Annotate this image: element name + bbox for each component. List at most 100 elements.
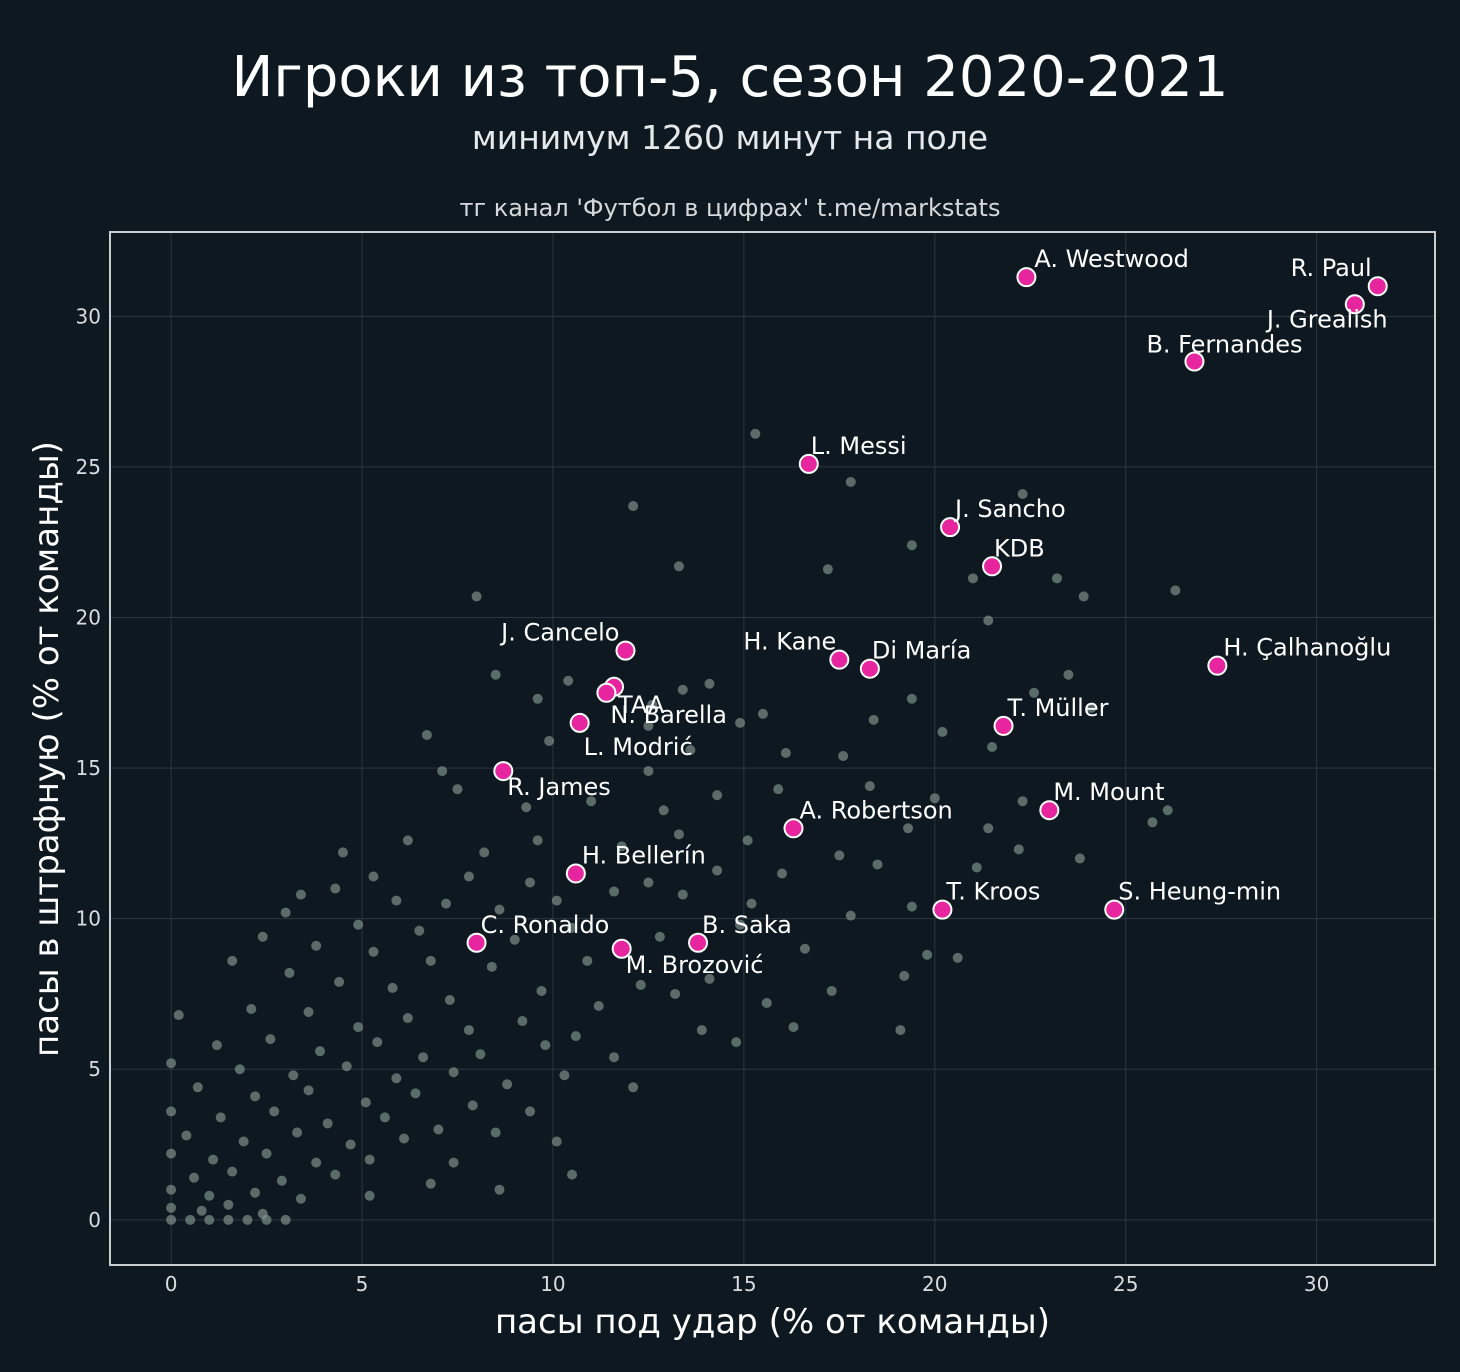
background-point: [166, 1184, 177, 1195]
background-point: [196, 1205, 207, 1216]
background-point: [166, 1148, 177, 1159]
background-point: [685, 745, 696, 756]
background-point: [868, 714, 879, 725]
background-point: [525, 1106, 536, 1117]
background-point: [654, 931, 665, 942]
background-point: [628, 501, 639, 512]
background-point: [540, 1040, 551, 1051]
background-point: [872, 859, 883, 870]
background-point: [673, 561, 684, 572]
chart-subtitle: минимум 1260 минут на поле: [471, 118, 989, 157]
background-point: [337, 847, 348, 858]
background-point: [185, 1214, 196, 1225]
background-point: [906, 901, 917, 912]
highlighted-point: [798, 453, 819, 474]
background-point: [647, 699, 658, 710]
chart-title: Игроки из топ-5, сезон 2020-2021: [231, 45, 1229, 110]
player-label: J. Grealish: [1265, 305, 1388, 333]
background-point: [425, 955, 436, 966]
background-point: [360, 1097, 371, 1108]
highlighted-points: [466, 267, 1388, 959]
background-point: [1029, 687, 1040, 698]
player-label: H. Bellerín: [582, 841, 706, 869]
background-point: [586, 796, 597, 807]
x-tick-label: 20: [922, 1272, 947, 1296]
background-point: [441, 898, 452, 909]
highlighted-point: [1104, 899, 1125, 920]
background-point: [735, 717, 746, 728]
background-point: [280, 907, 291, 918]
highlighted-point: [1039, 800, 1060, 821]
background-point: [567, 922, 578, 933]
background-point: [387, 982, 398, 993]
player-label: T. Müller: [1007, 694, 1109, 722]
x-tick-label: 10: [540, 1272, 565, 1296]
background-point: [353, 1022, 364, 1033]
background-point: [250, 1091, 261, 1102]
player-label: J. Cancelo: [499, 619, 619, 647]
background-point: [1162, 805, 1173, 816]
background-point: [189, 1172, 200, 1183]
background-point: [280, 1214, 291, 1225]
background-point: [364, 1190, 375, 1201]
background-point: [192, 1082, 203, 1093]
highlighted-point: [1184, 351, 1205, 372]
player-label: L. Messi: [811, 432, 907, 460]
player-label: H. Çalhanoğlu: [1223, 634, 1391, 662]
background-point: [391, 895, 402, 906]
player-label: L. Modrić: [584, 733, 693, 761]
background-point: [826, 985, 837, 996]
background-point: [490, 669, 501, 680]
player-label: A. Westwood: [1034, 245, 1189, 273]
background-point: [261, 1148, 272, 1159]
background-point: [673, 829, 684, 840]
background-point: [372, 1037, 383, 1048]
player-label: N. Barella: [610, 701, 727, 729]
background-point: [269, 1106, 280, 1117]
background-point: [475, 1049, 486, 1060]
y-tick-label: 5: [88, 1057, 101, 1081]
background-point: [696, 1025, 707, 1036]
background-point: [414, 925, 425, 936]
player-label: M. Mount: [1053, 778, 1164, 806]
background-point: [444, 994, 455, 1005]
background-point: [567, 1169, 578, 1180]
background-point: [525, 877, 536, 888]
background-point: [467, 1100, 478, 1111]
background-point: [952, 952, 963, 963]
y-tick-label: 30: [76, 304, 101, 328]
x-tick-label: 30: [1304, 1272, 1329, 1296]
background-point: [845, 476, 856, 487]
background-point: [330, 1169, 341, 1180]
y-tick-label: 10: [76, 907, 101, 931]
background-point: [322, 1118, 333, 1129]
grid-lines: [110, 232, 1435, 1265]
background-point: [208, 1154, 219, 1165]
y-axis-label-wrap: пасы в штрафную (% от команды): [22, 232, 72, 1265]
background-point: [315, 1046, 326, 1057]
player-label: T. Kroos: [945, 878, 1040, 906]
highlighted-point: [611, 938, 632, 959]
background-point: [704, 973, 715, 984]
background-point: [479, 847, 490, 858]
background-point: [402, 835, 413, 846]
background-point: [402, 1013, 413, 1024]
background-point: [922, 949, 933, 960]
background-point: [311, 1157, 322, 1168]
background-point: [223, 1214, 234, 1225]
background-point: [987, 741, 998, 752]
background-point: [284, 967, 295, 978]
player-label: C. Ronaldo: [481, 911, 610, 939]
background-point: [1017, 489, 1028, 500]
background-point: [502, 1079, 513, 1090]
background-point: [788, 1022, 799, 1033]
background-point: [379, 1112, 390, 1123]
background-point: [609, 1052, 620, 1063]
player-label: Di María: [872, 637, 971, 665]
highlighted-point: [596, 682, 617, 703]
x-ticks: 0 5 10 15 20 25 30: [165, 1272, 1330, 1296]
background-point: [1170, 585, 1181, 596]
y-axis-label: пасы в штрафную (% от команды): [27, 440, 67, 1057]
background-point: [368, 946, 379, 957]
